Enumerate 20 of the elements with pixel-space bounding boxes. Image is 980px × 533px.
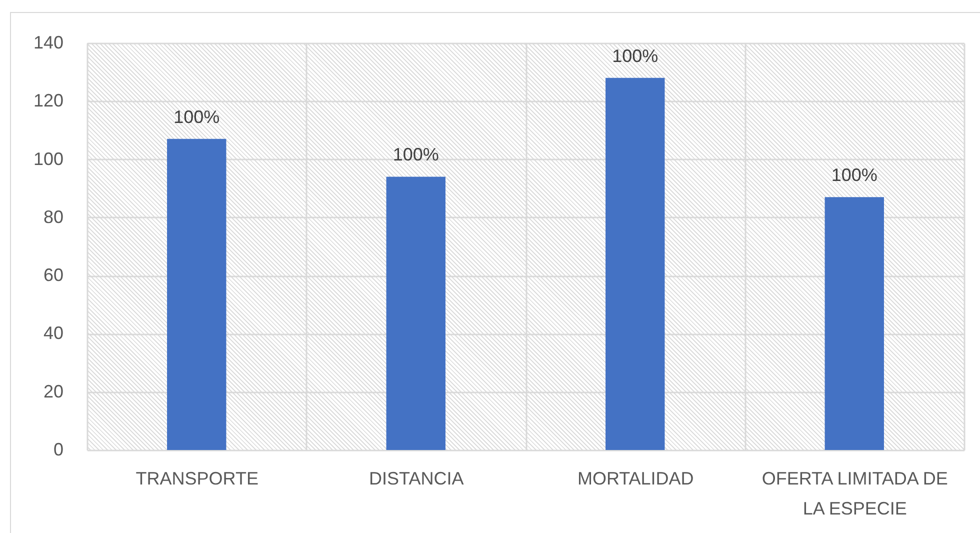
x-tick-label: DISTANCIA xyxy=(369,468,464,488)
y-tick-label: 0 xyxy=(53,440,64,460)
annotation: 100% xyxy=(612,46,658,66)
y-tick-label: 20 xyxy=(43,381,64,402)
y-tick-label: 60 xyxy=(43,265,64,286)
y-tick-label: 80 xyxy=(43,206,64,227)
y-tick-label: 140 xyxy=(33,32,64,52)
bar xyxy=(824,197,884,450)
annotation: 100% xyxy=(174,106,220,127)
x-tick-label: OFERTA LIMITADA DE LA ESPECIE xyxy=(762,468,948,518)
x-tick-label: MORTALIDAD xyxy=(577,468,694,488)
y-tick-label: 120 xyxy=(33,90,64,111)
y-tick-label: 100 xyxy=(33,148,64,169)
annotation: 100% xyxy=(392,144,439,165)
annotation: 100% xyxy=(831,165,878,186)
y-tick-label: 40 xyxy=(43,323,64,344)
bar xyxy=(167,138,226,450)
x-tick-label: TRANSPORTE xyxy=(136,468,258,488)
bar xyxy=(386,176,446,450)
bar xyxy=(606,78,665,450)
